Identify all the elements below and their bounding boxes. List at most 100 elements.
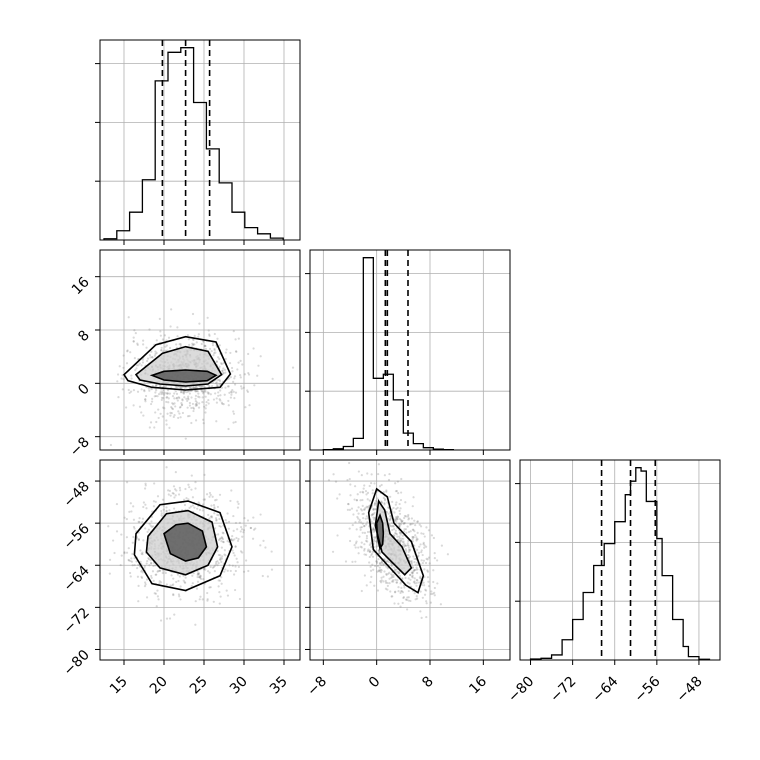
scatter-point <box>122 354 125 357</box>
scatter-point <box>132 340 135 343</box>
scatter-point <box>207 398 210 402</box>
scatter-point <box>439 603 442 606</box>
scatter-point <box>390 565 393 568</box>
scatter-point <box>215 360 218 364</box>
scatter-point <box>178 342 181 346</box>
scatter-point <box>355 540 358 543</box>
scatter-point <box>213 570 216 573</box>
scatter-point <box>155 389 158 392</box>
scatter-point <box>150 388 153 391</box>
scatter-point <box>425 615 428 619</box>
scatter-point <box>218 365 221 368</box>
scatter-point <box>177 493 181 496</box>
scatter-point <box>382 575 385 578</box>
scatter-point <box>199 575 202 578</box>
scatter-point <box>182 392 185 395</box>
scatter-point <box>366 530 370 534</box>
scatter-point <box>201 598 204 601</box>
scatter-point <box>179 343 182 346</box>
scatter-point <box>232 410 235 413</box>
scatter-point <box>385 490 388 493</box>
scatter-point <box>219 554 222 557</box>
density-fill-inner <box>164 523 207 562</box>
scatter-point <box>379 552 382 555</box>
scatter-point <box>233 375 237 378</box>
scatter-point <box>423 546 426 549</box>
scatter-point <box>142 501 146 504</box>
scatter-point <box>397 590 400 593</box>
scatter-point <box>383 499 387 502</box>
scatter-point <box>366 517 370 520</box>
scatter-point <box>165 392 168 395</box>
scatter-point <box>357 512 360 515</box>
scatter-point <box>353 485 357 488</box>
scatter-point <box>130 557 133 560</box>
scatter-point <box>420 532 423 535</box>
scatter-point <box>144 583 147 586</box>
scatter-point <box>123 551 126 554</box>
scatter-point <box>144 482 147 485</box>
scatter-point <box>370 520 373 523</box>
scatter-point <box>336 534 339 537</box>
scatter-point <box>145 562 148 565</box>
scatter-point <box>406 544 409 547</box>
scatter-point <box>251 537 255 540</box>
contour-outer <box>133 500 233 592</box>
scatter-point <box>169 584 172 587</box>
x-tick-label: 25 <box>187 674 211 698</box>
scatter-point <box>142 539 145 542</box>
scatter-point <box>228 362 232 365</box>
scatter-point <box>411 566 414 569</box>
scatter-point <box>334 480 338 483</box>
scatter-point <box>226 385 230 388</box>
scatter-point <box>207 513 210 517</box>
scatter-point <box>218 602 221 605</box>
scatter-point <box>169 325 172 328</box>
scatter-point <box>197 572 201 575</box>
scatter-point <box>226 540 229 543</box>
scatter-point <box>416 520 419 523</box>
x-tick-label: −48 <box>674 674 706 706</box>
scatter-point <box>202 418 205 421</box>
scatter-point <box>142 505 145 509</box>
scatter-point <box>157 408 160 411</box>
scatter-point <box>188 386 191 389</box>
scatter-point <box>400 590 404 593</box>
scatter-point <box>213 506 216 509</box>
scatter-point <box>139 549 142 552</box>
scatter-point <box>412 536 415 539</box>
scatter-point <box>135 367 138 370</box>
scatter-point <box>261 574 264 578</box>
scatter-point <box>204 347 208 351</box>
scatter-point <box>391 576 394 579</box>
scatter-point <box>360 589 363 593</box>
scatter-point <box>215 401 219 404</box>
scatter-point <box>243 373 247 376</box>
x-tick-label: −56 <box>631 673 663 705</box>
scatter-point <box>420 551 423 554</box>
scatter-point <box>420 616 423 619</box>
scatter-point <box>398 524 401 527</box>
scatter-point <box>165 419 168 422</box>
scatter-point <box>186 334 189 337</box>
scatter-point <box>422 581 425 584</box>
scatter-point <box>149 524 152 527</box>
scatter-point <box>204 411 207 414</box>
scatter-point <box>116 380 119 383</box>
scatter-point <box>139 560 142 563</box>
scatter-point <box>187 338 190 341</box>
axes-frame <box>99 249 301 451</box>
scatter-point <box>392 580 395 583</box>
scatter-point <box>115 530 119 533</box>
scatter-point <box>169 414 172 417</box>
scatter-point <box>409 599 412 603</box>
scatter-point <box>376 561 379 564</box>
scatter-point <box>417 554 420 557</box>
scatter-point <box>382 562 385 566</box>
scatter-point <box>396 480 400 483</box>
scatter-point <box>242 570 246 573</box>
scatter-point <box>202 503 205 506</box>
scatter-point <box>363 547 366 551</box>
scatter-point <box>119 563 122 567</box>
scatter-point <box>215 397 218 400</box>
